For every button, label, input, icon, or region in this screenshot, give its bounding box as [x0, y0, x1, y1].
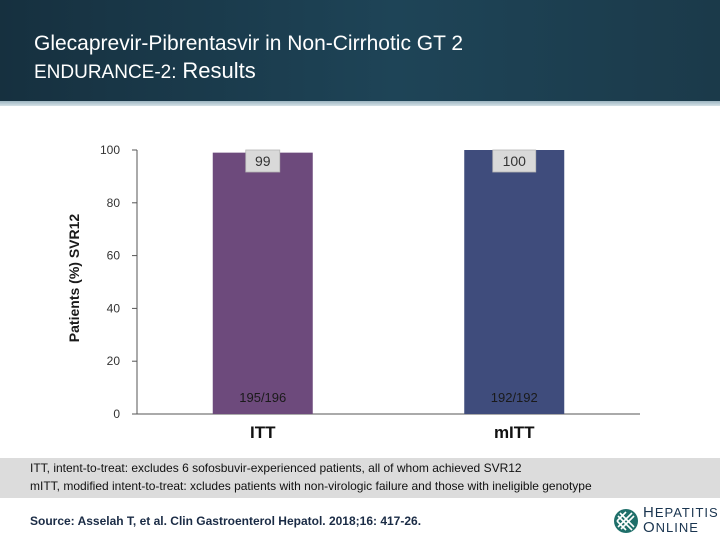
- subtitle-line: ENDURANCE-2: Results: [34, 57, 463, 86]
- y-tick-label: 100: [100, 143, 120, 157]
- value-label-box: [245, 149, 281, 173]
- bar: [464, 150, 565, 414]
- y-tick-label: 60: [107, 249, 121, 263]
- y-tick-label: 40: [107, 301, 121, 315]
- subtitle-main: Results: [182, 58, 256, 83]
- hepatitis-c-online-logo: HEPATITIS C ONLINE: [613, 504, 719, 538]
- title-line: Glecaprevir-Pibrentasvir in Non-Cirrhoti…: [34, 32, 464, 55]
- y-tick-label: 80: [107, 196, 121, 210]
- hepatitis-c-online-logo-icon: [614, 509, 638, 533]
- header-divider: [0, 101, 720, 106]
- bar: [212, 152, 313, 414]
- fraction-label: 195/196: [239, 390, 286, 405]
- y-axis-label: Patients (%) SVR12: [66, 214, 82, 343]
- y-tick-label: 20: [107, 354, 121, 368]
- footnote-mitt: mITT, modified intent-to-treat: xcludes …: [30, 479, 592, 493]
- slide-title: Glecaprevir-Pibrentasvir in Non-Cirrhoti…: [34, 30, 463, 86]
- value-label-box: [492, 149, 537, 173]
- footnote-itt: ITT, intent-to-treat: excludes 6 sofosbu…: [30, 461, 522, 475]
- source-citation: Source: Asselah T, et al. Clin Gastroent…: [30, 514, 422, 528]
- fraction-label: 192/192: [491, 390, 538, 405]
- y-tick-label: 0: [113, 407, 120, 421]
- x-category-label: ITT: [250, 423, 276, 442]
- footnotes-band: ITT, intent-to-treat: excludes 6 sofosbu…: [0, 458, 720, 498]
- header-banner: [0, 0, 720, 101]
- subtitle-prefix: ENDURANCE-2:: [34, 62, 177, 83]
- logo-text: HEPATITIS C ONLINE: [643, 504, 719, 536]
- value-label: 99: [255, 153, 271, 169]
- x-category-label: mITT: [494, 423, 535, 442]
- value-label: 100: [503, 153, 527, 169]
